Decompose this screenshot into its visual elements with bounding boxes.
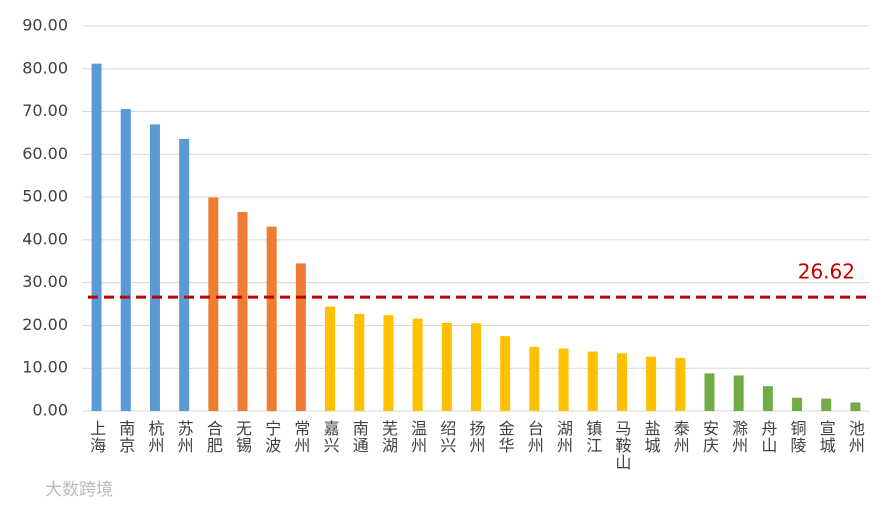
bar — [762, 386, 773, 411]
x-tick-label: 泰州 — [671, 420, 690, 454]
x-tick-label: 扬州 — [467, 420, 486, 454]
bar — [325, 306, 336, 411]
x-tick-label: 宣城 — [817, 420, 836, 454]
bar — [354, 313, 365, 411]
bar — [91, 63, 102, 412]
bar — [471, 323, 481, 411]
x-tick-label: 安庆 — [700, 420, 719, 454]
y-tick-label: 40.00 — [22, 229, 68, 248]
x-tick-label: 南通 — [350, 420, 369, 454]
bar — [500, 336, 511, 411]
x-tick-label: 台州 — [525, 420, 544, 454]
bar — [120, 108, 131, 411]
bar — [441, 322, 452, 411]
bar — [295, 263, 306, 411]
x-tick-label: 马鞍山 — [612, 420, 631, 471]
bar — [733, 375, 744, 411]
bar — [646, 356, 657, 411]
x-tick-label: 金华 — [496, 420, 515, 454]
bar — [587, 351, 598, 411]
bar — [792, 397, 803, 411]
x-tick-label: 铜陵 — [788, 420, 807, 454]
bar — [208, 197, 219, 411]
bar — [179, 138, 190, 411]
x-tick-label: 池州 — [846, 420, 865, 454]
x-tick-label: 芜湖 — [379, 420, 398, 454]
x-tick-label: 苏州 — [175, 420, 194, 454]
reference-label: 26.62 — [798, 260, 855, 284]
y-tick-label: 60.00 — [22, 144, 68, 163]
bar — [149, 124, 160, 411]
y-tick-label: 0.00 — [32, 401, 68, 420]
y-tick-label: 10.00 — [22, 358, 68, 377]
bar — [558, 348, 569, 411]
bar — [237, 212, 248, 411]
bar — [529, 346, 540, 411]
x-tick-label: 温州 — [408, 420, 427, 454]
bar — [412, 318, 423, 411]
bar — [704, 373, 715, 411]
y-tick-label: 80.00 — [22, 58, 68, 77]
bar — [821, 398, 832, 411]
x-tick-label: 合肥 — [204, 420, 223, 454]
bar — [383, 315, 394, 411]
x-tick-label: 盐城 — [642, 420, 661, 454]
bar — [616, 353, 627, 411]
y-tick-label: 50.00 — [22, 187, 68, 206]
x-tick-label: 南京 — [116, 420, 135, 454]
x-tick-label: 嘉兴 — [321, 420, 340, 454]
x-tick-label: 上海 — [87, 420, 106, 454]
x-tick-label: 绍兴 — [437, 420, 456, 454]
x-tick-label: 宁波 — [262, 420, 281, 454]
y-tick-label: 90.00 — [22, 16, 68, 35]
x-tick-label: 杭州 — [145, 420, 164, 454]
x-tick-label: 湖州 — [554, 420, 573, 454]
watermark: 大数跨境 — [45, 480, 113, 500]
bar — [850, 402, 861, 411]
bar — [266, 226, 277, 411]
x-tick-label: 滁州 — [729, 420, 748, 454]
y-tick-label: 70.00 — [22, 101, 68, 120]
x-tick-label: 常州 — [291, 420, 310, 454]
x-tick-label: 镇江 — [583, 420, 602, 454]
x-tick-label: 舟山 — [758, 420, 777, 454]
x-tick-label: 无锡 — [233, 420, 252, 454]
y-tick-label: 30.00 — [22, 272, 68, 291]
bar — [675, 357, 686, 411]
y-tick-label: 20.00 — [22, 315, 68, 334]
